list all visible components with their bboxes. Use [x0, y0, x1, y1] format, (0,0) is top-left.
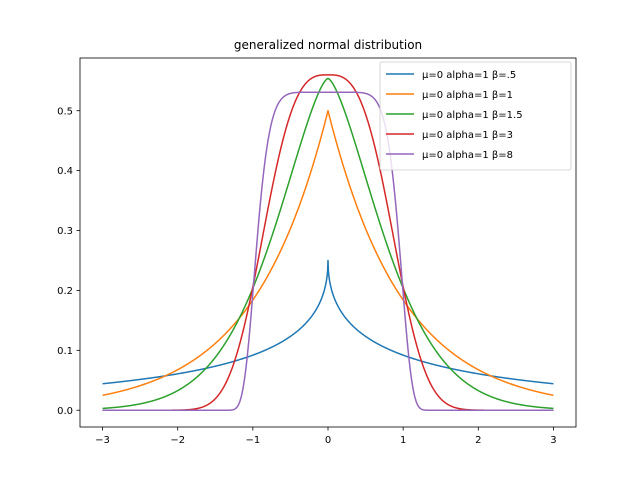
y-tick-label-2: 0.2	[57, 286, 73, 297]
y-tick-label-4: 0.4	[57, 166, 73, 177]
y-tick-label-3: 0.3	[57, 226, 73, 237]
x-tick-label-2: −1	[245, 435, 260, 446]
legend-label-4: μ=0 alpha=1 β=8	[422, 150, 513, 161]
x-tick-label-3: 0	[325, 435, 331, 446]
legend: μ=0 alpha=1 β=.5 μ=0 alpha=1 β=1 μ=0 alpha…	[379, 61, 572, 171]
legend-label-2: μ=0 alpha=1 β=1.5	[422, 110, 523, 121]
legend-label-3: μ=0 alpha=1 β=3	[422, 130, 513, 141]
legend-label-1: μ=0 alpha=1 β=1	[422, 90, 513, 101]
x-tick-label-1: −2	[170, 435, 185, 446]
x-tick-label-4: 1	[400, 435, 406, 446]
x-tick-label-0: −3	[95, 435, 110, 446]
y-tick-label-0: 0.0	[57, 406, 73, 417]
chart-title: generalized normal distribution	[234, 38, 422, 52]
x-tick-label-6: 3	[550, 435, 556, 446]
series-line-1	[102, 109, 554, 397]
series-line-0	[102, 259, 554, 385]
x-tick-label-5: 2	[475, 435, 481, 446]
series-line-2	[102, 77, 554, 410]
series-line-4	[102, 91, 554, 411]
legend-box	[379, 61, 572, 171]
y-tick-label-1: 0.1	[57, 346, 73, 357]
plot-area: −3 −2 −1 0 1 2 3 0.0 0.1 0.2 0.3 0.4 0.5 μ=0 alpha=1 …	[57, 57, 577, 446]
legend-label-0: μ=0 alpha=1 β=.5	[422, 70, 516, 81]
y-tick-label-5: 0.5	[57, 106, 73, 117]
